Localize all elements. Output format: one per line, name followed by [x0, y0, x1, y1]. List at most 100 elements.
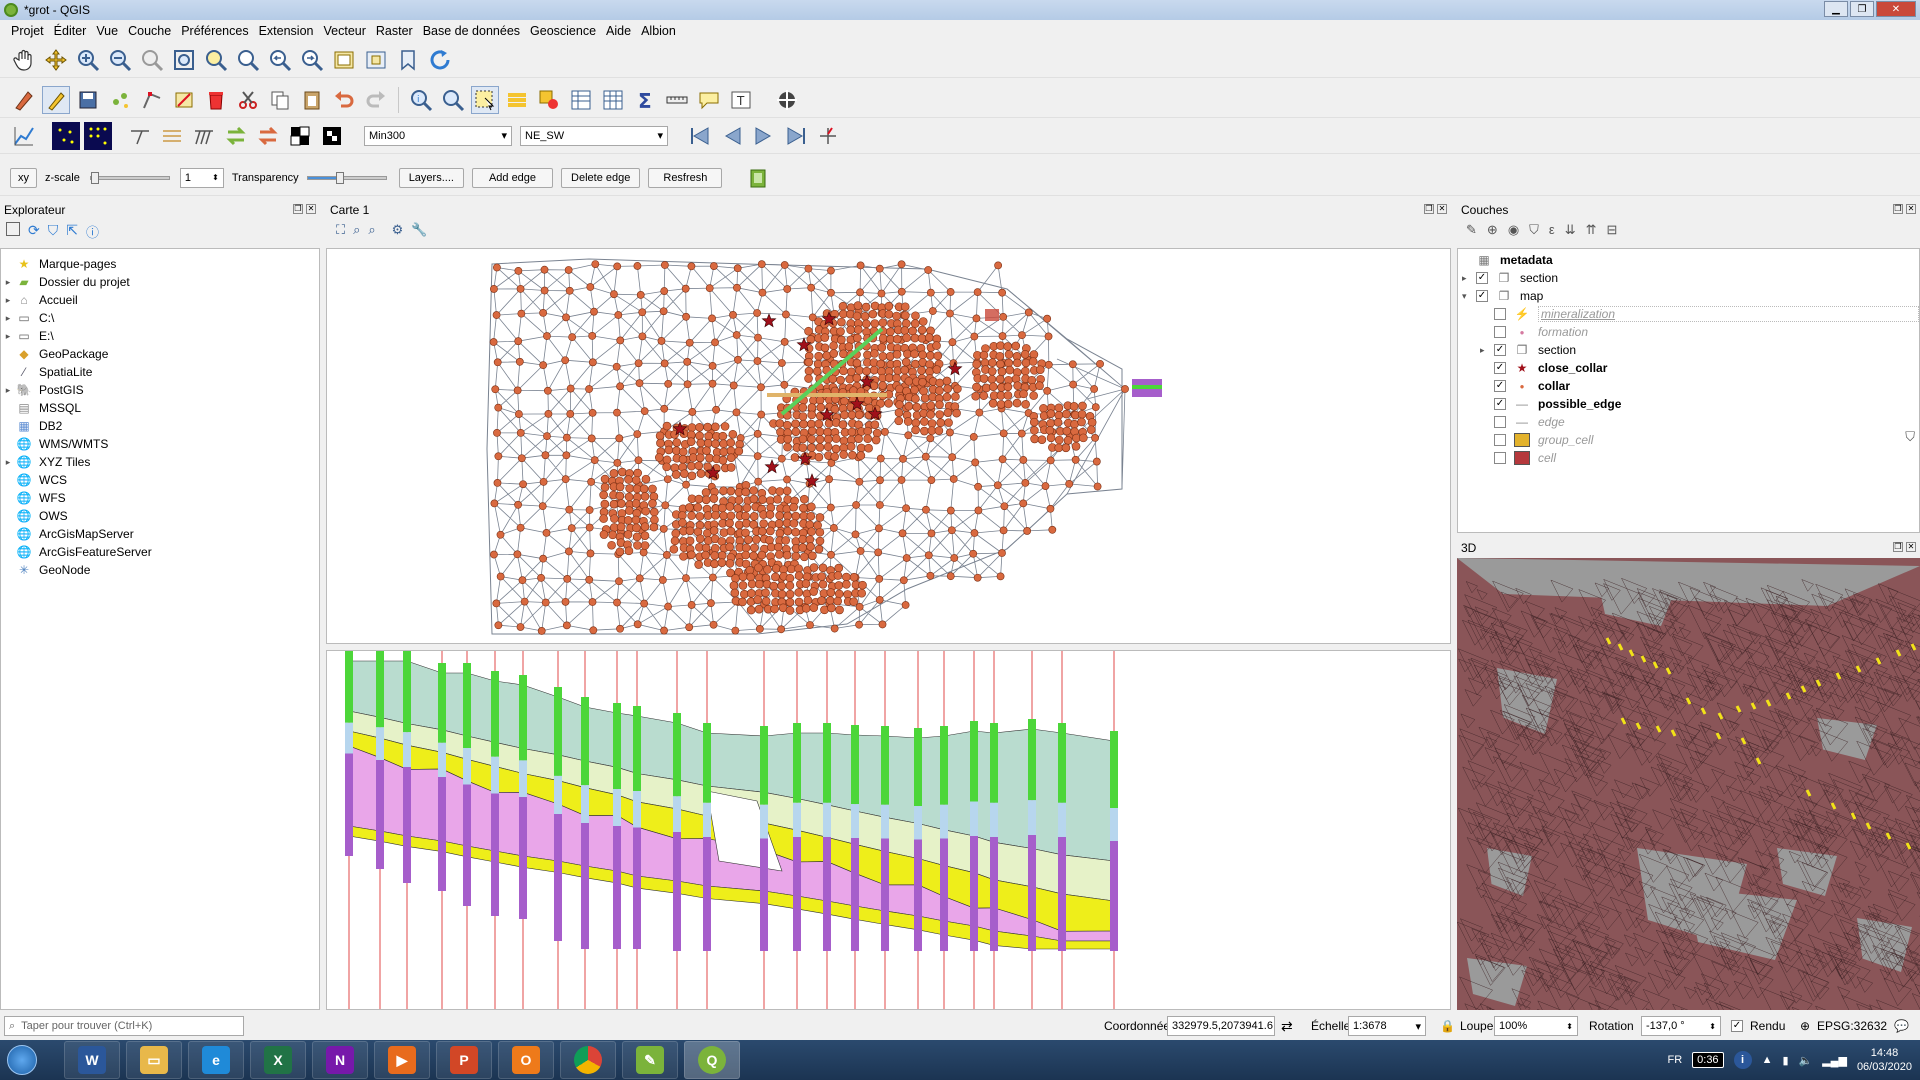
measure-icon[interactable] [663, 86, 691, 114]
expand-arrow-icon[interactable]: ▸ [5, 384, 11, 395]
expand-arrow-icon[interactable]: ▸ [5, 312, 11, 323]
layer-visibility-checkbox[interactable]: ✓ [1494, 380, 1506, 392]
remove-layer-icon[interactable]: ⊟ [1606, 222, 1618, 237]
taskbar-onenote[interactable]: N [312, 1041, 368, 1079]
menu-base-de-donnees[interactable]: Base de données [422, 24, 521, 38]
browser-item[interactable]: 🌐 ArcGisMapServer [1, 525, 319, 543]
section-first-icon[interactable] [686, 122, 714, 150]
language-indicator[interactable]: FR [1667, 1054, 1683, 1066]
menu-geoscience[interactable]: Geoscience [530, 24, 597, 38]
delete-edge-button[interactable]: Delete edge [561, 167, 641, 188]
rotation-spinbox[interactable]: -137,0 ° ⬍ [1641, 1016, 1721, 1036]
info-tray-icon[interactable]: i [1733, 1051, 1752, 1069]
graph-icon[interactable] [10, 122, 38, 150]
cut-features-icon[interactable] [234, 86, 262, 114]
transparency-slider[interactable] [306, 171, 387, 184]
browser-item[interactable]: ▸ ▰ Dossier du projet [1, 273, 319, 291]
xy-button[interactable]: xy [10, 167, 37, 188]
modify-attributes-icon[interactable] [170, 86, 198, 114]
float-icon[interactable]: ❐ [293, 204, 303, 214]
info-icon[interactable]: ⓘ [85, 225, 99, 240]
statistics-sigma-icon[interactable]: Σ [631, 86, 659, 114]
volume-icon[interactable]: 🔈 [1798, 1054, 1813, 1067]
pan-icon[interactable] [10, 46, 38, 74]
open-attribute-table-icon[interactable] [503, 86, 531, 114]
visibility-icon[interactable]: ◉ [1507, 222, 1520, 237]
menu-vue[interactable]: Vue [96, 24, 119, 38]
zoom-to-layer-icon[interactable] [234, 46, 262, 74]
zscale-spinbox[interactable]: 1 ⬍ [179, 167, 224, 188]
select-features-icon[interactable] [471, 85, 499, 114]
menu-vecteur[interactable]: Vecteur [323, 24, 366, 38]
refresh-button[interactable]: Resfresh [648, 167, 723, 188]
zoom-next-icon[interactable] [298, 46, 326, 74]
add-feature-icon[interactable] [106, 86, 134, 114]
layer-item[interactable]: ✓ ★ close_collar [1458, 359, 1919, 377]
graph-combo[interactable]: Min300 ▾ [364, 125, 512, 146]
close-panel-icon[interactable]: ✕ [1906, 204, 1916, 214]
browser-item[interactable]: 🌐 OWS [1, 507, 319, 525]
toggle-extents-icon[interactable]: ⇄ [1281, 1017, 1293, 1034]
layer-visibility-checkbox[interactable] [1494, 308, 1506, 320]
map-canvas[interactable] [326, 248, 1451, 644]
render-checkbox[interactable]: ✓ [1731, 1020, 1743, 1032]
attribute-table-icon[interactable] [567, 86, 595, 114]
battery-icon[interactable]: ▮ [1782, 1054, 1789, 1067]
messages-icon[interactable]: 💬 [1894, 1019, 1909, 1033]
layer-item[interactable]: ▦ metadata [1458, 251, 1919, 269]
layer-visibility-checkbox[interactable] [1494, 416, 1506, 428]
collapse-all-icon[interactable]: ⇱ [66, 222, 78, 238]
expression-filter-icon[interactable]: ε [1548, 222, 1555, 237]
section-tool-icon[interactable] [814, 122, 842, 150]
starfield-icon[interactable] [52, 121, 80, 150]
section-previous-icon[interactable] [718, 122, 746, 150]
magnifier-spinbox[interactable]: 100% ⬍ [1494, 1016, 1578, 1036]
paste-features-icon[interactable] [298, 86, 326, 114]
copy-features-icon[interactable] [266, 86, 294, 114]
section-last-icon[interactable] [782, 122, 810, 150]
layer-item[interactable]: cell [1458, 449, 1919, 467]
scale-combo[interactable]: 1:3678 ▾ [1348, 1016, 1426, 1036]
layer-visibility-checkbox[interactable] [1494, 452, 1506, 464]
add-edge-button[interactable]: Add edge [471, 167, 554, 188]
bookmark-icon[interactable] [394, 46, 422, 74]
expand-arrow-icon[interactable]: ▸ [1480, 344, 1485, 355]
text-annotation-icon[interactable]: T [727, 86, 755, 114]
layer-visibility-checkbox[interactable]: ✓ [1494, 362, 1506, 374]
menu-editer[interactable]: Éditer [53, 24, 87, 38]
transparency-slider-handle[interactable] [335, 171, 344, 184]
taskbar-excel[interactable]: X [250, 1041, 306, 1079]
battery-timer[interactable]: 0:36 [1692, 1052, 1724, 1068]
zoom-layer-icon[interactable]: ⌕ [368, 222, 376, 237]
current-edits-icon[interactable] [10, 86, 38, 114]
section-next-icon[interactable] [750, 122, 778, 150]
refresh-browser-icon[interactable]: ⟳ [28, 222, 40, 238]
layer-item[interactable]: ● formation [1458, 323, 1919, 341]
style-icon[interactable]: ✎ [1466, 222, 1477, 237]
layer-visibility-checkbox[interactable]: ✓ [1494, 398, 1506, 410]
spin-arrows-icon[interactable]: ⬍ [212, 173, 219, 182]
menu-albion[interactable]: Albion [641, 24, 676, 38]
save-edits-icon[interactable] [74, 86, 102, 114]
expand-arrow-icon[interactable]: ▸ [5, 294, 11, 305]
close-panel-icon[interactable]: ✕ [306, 204, 316, 214]
zscale-slider[interactable] [89, 171, 170, 184]
menu-raster[interactable]: Raster [375, 24, 413, 38]
taskbar-powerpoint[interactable]: P [436, 1041, 492, 1079]
browser-item[interactable]: 🌐 WCS [1, 471, 319, 489]
start-button[interactable] [0, 1040, 44, 1080]
browser-item[interactable]: ▸ ⌂ Accueil [1, 291, 319, 309]
parallel-lines-icon[interactable] [190, 122, 218, 150]
crs-value[interactable]: EPSG:32632 [1817, 1019, 1888, 1033]
layer-item[interactable]: ▾ ✓ ❐ map [1458, 287, 1919, 305]
browser-item[interactable]: ▸ 🌐 XYZ Tiles [1, 453, 319, 471]
filter-icon[interactable]: ⛉ [1529, 222, 1539, 237]
collapse-all-icon[interactable]: ⇈ [1585, 222, 1597, 237]
export-layers-icon[interactable] [744, 164, 772, 192]
expand-all-icon[interactable]: ⇊ [1564, 222, 1576, 237]
expand-arrow-icon[interactable]: ▾ [1462, 290, 1467, 301]
coordinate-field[interactable]: 332979.5,2073941.6 [1167, 1016, 1275, 1036]
layer-item[interactable]: ✓ — possible_edge [1458, 395, 1919, 413]
tool-icon[interactable]: 🔧 [411, 222, 428, 237]
network-icon[interactable]: ▂▄▆ [1822, 1054, 1847, 1067]
